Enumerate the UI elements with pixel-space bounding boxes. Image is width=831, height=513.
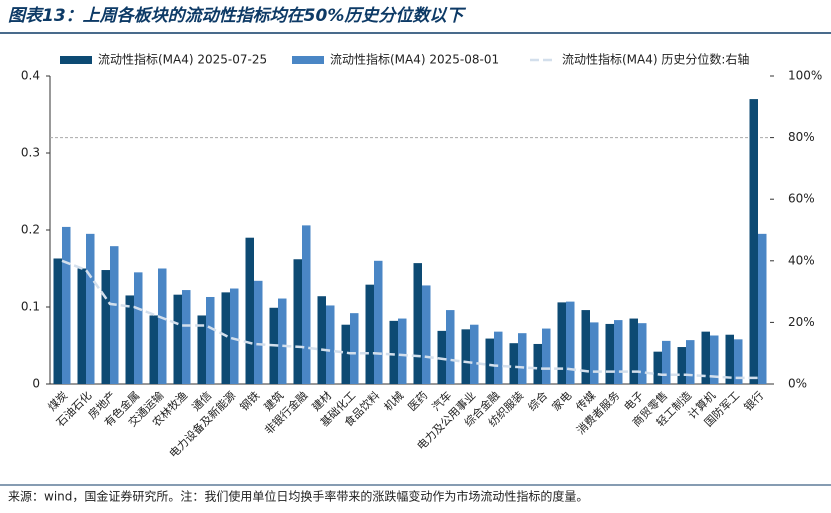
bar bbox=[413, 263, 422, 384]
bar bbox=[350, 313, 359, 384]
bar bbox=[374, 260, 383, 384]
bar bbox=[509, 343, 518, 384]
bar bbox=[398, 318, 407, 384]
line-series bbox=[61, 259, 758, 380]
bar bbox=[557, 302, 566, 384]
y2-tick-label: 0% bbox=[788, 377, 807, 391]
bar bbox=[302, 225, 311, 384]
y-tick-label: 0.1 bbox=[21, 300, 40, 314]
bar bbox=[149, 315, 158, 384]
legend-label: 流动性指标(MA4) 2025-07-25 bbox=[98, 52, 267, 67]
y-tick-label: 0.4 bbox=[21, 69, 40, 83]
bar bbox=[221, 292, 230, 384]
bar bbox=[326, 305, 335, 384]
bar bbox=[173, 294, 182, 384]
bar bbox=[494, 331, 503, 384]
bar bbox=[734, 339, 743, 384]
x-tick-label: 综合 bbox=[525, 388, 550, 413]
bar bbox=[293, 259, 302, 384]
legend-swatch bbox=[292, 56, 324, 64]
y2-tick-label: 20% bbox=[788, 315, 815, 329]
bar bbox=[701, 331, 710, 384]
bar bbox=[158, 268, 167, 384]
bar bbox=[389, 320, 398, 384]
x-tick-label: 家电 bbox=[549, 388, 574, 413]
bar bbox=[206, 296, 215, 384]
bar bbox=[53, 258, 62, 384]
bar bbox=[197, 315, 206, 384]
bar bbox=[758, 233, 767, 384]
source-note: 来源：wind，国金证券研究所。注：我们使用单位日均换手率带来的涨跌幅变动作为市… bbox=[8, 489, 588, 504]
x-tick-label: 机械 bbox=[381, 388, 406, 413]
bar bbox=[749, 99, 758, 384]
bar bbox=[230, 288, 239, 384]
bar bbox=[638, 323, 647, 384]
bar bbox=[62, 226, 71, 384]
bar bbox=[629, 318, 638, 384]
y-tick-label: 0.2 bbox=[21, 223, 40, 237]
x-tick-label: 医药 bbox=[405, 389, 430, 414]
bar bbox=[542, 328, 551, 384]
bar bbox=[101, 270, 110, 384]
x-tick-label: 钢铁 bbox=[237, 389, 262, 414]
bar bbox=[581, 310, 590, 384]
y2-tick-label: 40% bbox=[788, 253, 815, 267]
legend-label: 流动性指标(MA4) 2025-08-01 bbox=[330, 52, 499, 67]
bar bbox=[77, 268, 86, 384]
bar bbox=[662, 340, 671, 384]
bar bbox=[590, 322, 599, 384]
y2-tick-label: 80% bbox=[788, 130, 815, 144]
bar bbox=[86, 233, 95, 384]
bar bbox=[533, 343, 542, 384]
bar bbox=[278, 298, 287, 384]
bar bbox=[566, 301, 575, 384]
bar bbox=[461, 329, 470, 384]
bar bbox=[653, 351, 662, 384]
bar bbox=[422, 285, 431, 384]
bar bbox=[245, 237, 254, 384]
legend-label: 流动性指标(MA4) 历史分位数:右轴 bbox=[562, 52, 749, 67]
bar bbox=[365, 284, 374, 384]
y2-tick-label: 60% bbox=[788, 192, 815, 206]
legend-swatch bbox=[60, 56, 92, 64]
bar bbox=[485, 338, 494, 384]
y2-tick-label: 100% bbox=[788, 69, 822, 83]
bar bbox=[677, 347, 686, 384]
bar bbox=[254, 280, 263, 384]
bar bbox=[725, 334, 734, 384]
y-tick-label: 0 bbox=[32, 377, 40, 391]
bar bbox=[518, 333, 527, 384]
chart-title: 图表13：上周各板块的流动性指标均在50%历史分位数以下 bbox=[8, 6, 466, 26]
bar bbox=[110, 246, 119, 384]
bar bbox=[134, 272, 143, 384]
x-tick-label: 银行 bbox=[741, 388, 766, 413]
bar bbox=[317, 296, 326, 384]
bar bbox=[341, 324, 350, 384]
bar bbox=[614, 320, 623, 384]
bar bbox=[710, 335, 719, 384]
bar bbox=[182, 290, 191, 384]
bar bbox=[446, 310, 455, 384]
bar bbox=[437, 330, 446, 384]
bar bbox=[470, 324, 479, 384]
y-tick-label: 0.3 bbox=[21, 146, 40, 160]
bar bbox=[686, 340, 695, 384]
bar bbox=[605, 323, 614, 384]
bar bbox=[125, 295, 134, 384]
